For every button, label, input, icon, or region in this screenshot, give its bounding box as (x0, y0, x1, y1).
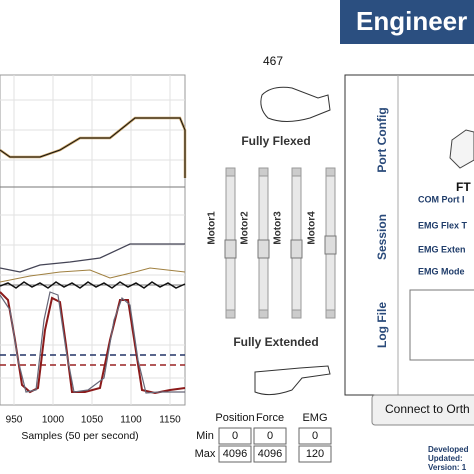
section-label: Log File (375, 302, 389, 348)
motor-label: Motor4 (307, 211, 318, 245)
hand-flexed-icon (260, 86, 331, 122)
slider-arrow-top[interactable] (225, 167, 236, 177)
limit-value[interactable]: 4096 (223, 448, 247, 460)
footer-text: Version: 1 (428, 463, 467, 472)
x-tick-label: 1000 (42, 415, 65, 426)
x-tick-label: 1100 (120, 415, 142, 426)
limit-input[interactable] (253, 445, 287, 463)
slider-thumb[interactable] (290, 239, 303, 259)
motor-label: Motor3 (273, 211, 284, 245)
section-label: Session (375, 214, 389, 260)
header-title: Engineer (356, 6, 467, 36)
field-label: EMG Mode (418, 266, 465, 276)
column-header: Force (256, 412, 284, 424)
limit-value[interactable]: 0 (312, 430, 318, 442)
limit-input[interactable] (298, 445, 332, 463)
extended-label: Fully Extended (233, 335, 318, 349)
footer-text: Developed (428, 445, 469, 454)
column-header: EMG (302, 412, 327, 424)
row-label: Min (196, 430, 214, 442)
hand-extended-icon (254, 365, 331, 396)
limit-input[interactable] (298, 427, 332, 445)
limit-value[interactable]: 0 (267, 430, 273, 442)
limit-input[interactable] (218, 445, 252, 463)
section-label: Port Config (375, 107, 389, 172)
limit-input[interactable] (253, 427, 287, 445)
slider-arrow-bottom[interactable] (225, 309, 236, 319)
slider-arrow-top[interactable] (291, 167, 302, 177)
connect-button[interactable] (371, 394, 474, 426)
limit-input[interactable] (218, 427, 252, 445)
field-label: COM Port I (418, 194, 465, 204)
limit-value[interactable]: 0 (232, 430, 238, 442)
sample-counter: 467 (263, 54, 283, 68)
log-list[interactable] (409, 289, 474, 361)
column-header: Position (215, 412, 254, 424)
flexed-label: Fully Flexed (241, 134, 310, 148)
x-tick-label: 950 (6, 415, 23, 426)
limit-value[interactable]: 120 (306, 448, 324, 460)
slider-arrow-top[interactable] (258, 167, 269, 177)
slider-arrow-bottom[interactable] (325, 309, 336, 319)
header-banner (340, 0, 474, 44)
device-label: FT (456, 180, 471, 194)
motor-label: Motor1 (207, 211, 218, 245)
slider-arrow-top[interactable] (325, 167, 336, 177)
field-label: EMG Exten (418, 244, 466, 254)
field-label: EMG Flex T (418, 220, 468, 230)
slider-arrow-bottom[interactable] (291, 309, 302, 319)
slider-arrow-bottom[interactable] (258, 309, 269, 319)
x-axis-label: Samples (50 per second) (21, 430, 138, 442)
slider-thumb[interactable] (224, 239, 237, 259)
slider-thumb[interactable] (257, 239, 270, 259)
plots (0, 74, 187, 406)
x-tick-label: 1050 (81, 415, 104, 426)
motor-label: Motor2 (240, 211, 251, 245)
x-tick-label: 1150 (159, 415, 181, 426)
footer-text: Updated: (428, 454, 463, 463)
connect-button-label[interactable]: Connect to Orth (385, 402, 470, 416)
row-label: Max (195, 448, 216, 460)
device-icon (449, 129, 474, 169)
limit-value[interactable]: 4096 (258, 448, 282, 460)
slider-thumb[interactable] (324, 235, 337, 255)
